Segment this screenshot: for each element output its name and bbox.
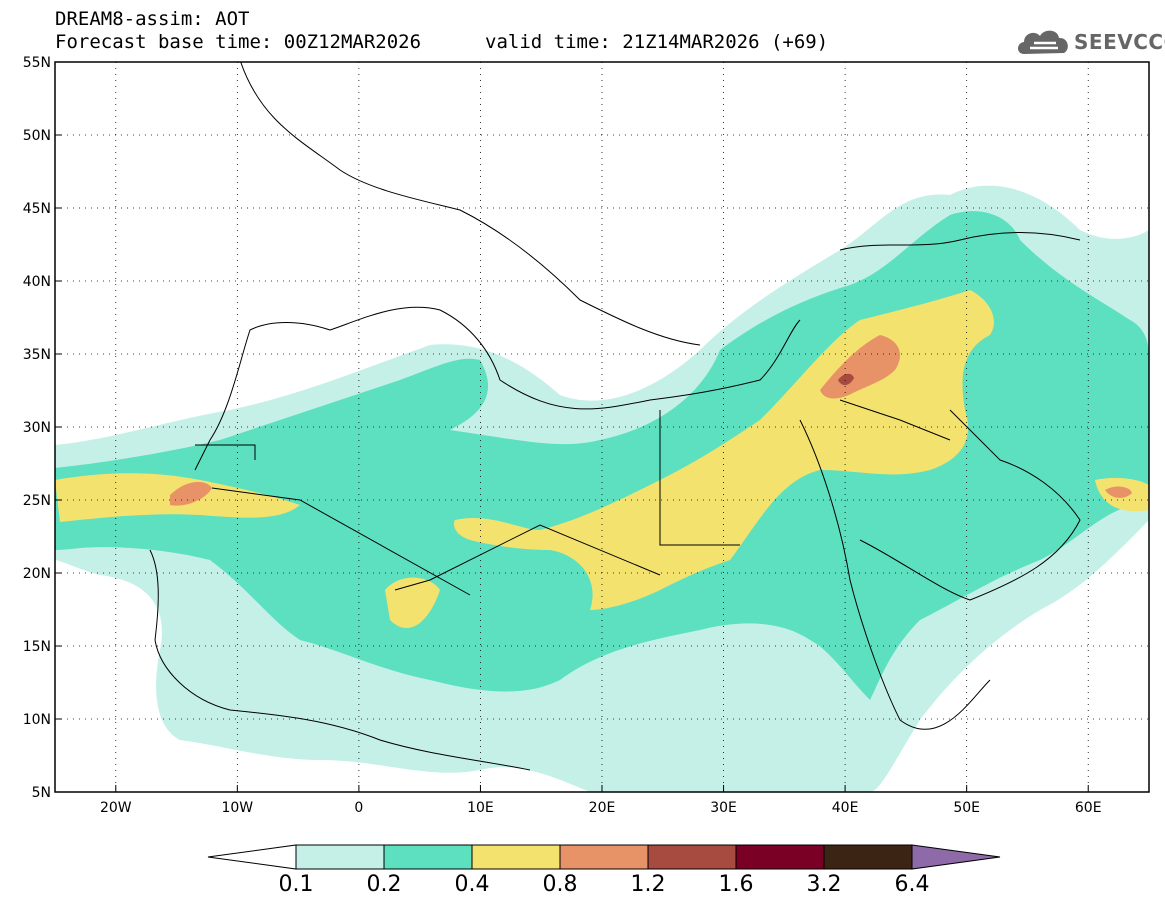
valid-time: valid time: 21Z14MAR2026 (+69) — [485, 31, 829, 53]
lat-tick-label: 40N — [23, 274, 51, 290]
lon-tick-label: 40E — [832, 800, 859, 816]
lat-tick-label: 5N — [32, 785, 51, 801]
colorbar-box — [735, 844, 825, 870]
map-title: DREAM8-assim: AOT — [55, 8, 250, 30]
lat-tick-label: 15N — [23, 639, 51, 655]
colorbar-box — [471, 844, 561, 870]
colorbar-label: 0.4 — [455, 872, 490, 897]
lat-tick-label: 10N — [23, 712, 51, 728]
lat-tick-label: 55N — [23, 55, 51, 71]
colorbar-box — [823, 844, 913, 870]
colorbar-box — [383, 844, 473, 870]
longitude-axis: 20W 10W 0 10E 20E 30E 40E 50E 60E — [100, 785, 1102, 816]
colorbar-low-arrow — [207, 844, 297, 870]
cloud-icon — [1018, 30, 1068, 54]
lon-tick-label: 10W — [221, 800, 253, 816]
lat-tick-label: 30N — [23, 420, 51, 436]
latitude-axis: 55N 50N 45N 40N 35N 30N 25N 20N 15N 10N 5N — [23, 55, 62, 801]
aot-band-0.1-0.2 — [166, 597, 300, 700]
colorbar-label: 0.8 — [543, 872, 578, 897]
lat-tick-label: 35N — [23, 347, 51, 363]
coastlines — [149, 62, 1081, 771]
aot-band-1.2-1.6 — [838, 373, 854, 386]
lon-tick-label: 10E — [467, 800, 494, 816]
colorbar-box — [295, 844, 385, 870]
colorbar-label: 0.1 — [279, 872, 314, 897]
colorbar-label: 0.2 — [367, 872, 402, 897]
lat-tick-label: 20N — [23, 566, 51, 582]
lat-tick-label: 45N — [23, 201, 51, 217]
aot-band-0.4-0.8 — [385, 577, 440, 629]
lon-tick-label: 20W — [100, 800, 132, 816]
aot-band-0.8-1.2 — [170, 481, 212, 506]
lat-tick-label: 50N — [23, 128, 51, 144]
lon-tick-label: 0 — [354, 800, 363, 816]
logo-text: SEEVCCC — [1074, 30, 1165, 54]
colorbar-label: 1.6 — [719, 872, 754, 897]
colorbar: 0.1 0.2 0.4 0.8 1.2 1.6 3.2 6.4 — [207, 844, 1001, 897]
lon-tick-label: 20E — [589, 800, 616, 816]
lat-tick-label: 25N — [23, 493, 51, 509]
colorbar-label: 6.4 — [895, 872, 930, 897]
lon-tick-label: 60E — [1075, 800, 1102, 816]
colorbar-label: 1.2 — [631, 872, 666, 897]
graticule — [55, 62, 1149, 792]
lon-tick-label: 50E — [953, 800, 980, 816]
aot-band-0.8-1.2 — [1105, 486, 1132, 498]
forecast-base-time: Forecast base time: 00Z12MAR2026 — [55, 31, 422, 53]
lon-tick-label: 30E — [710, 800, 737, 816]
colorbar-box — [647, 844, 737, 870]
colorbar-high-arrow — [911, 844, 1001, 870]
colorbar-label: 3.2 — [807, 872, 842, 897]
seevccc-logo: SEEVCCC — [1016, 24, 1165, 60]
colorbar-box — [559, 844, 649, 870]
